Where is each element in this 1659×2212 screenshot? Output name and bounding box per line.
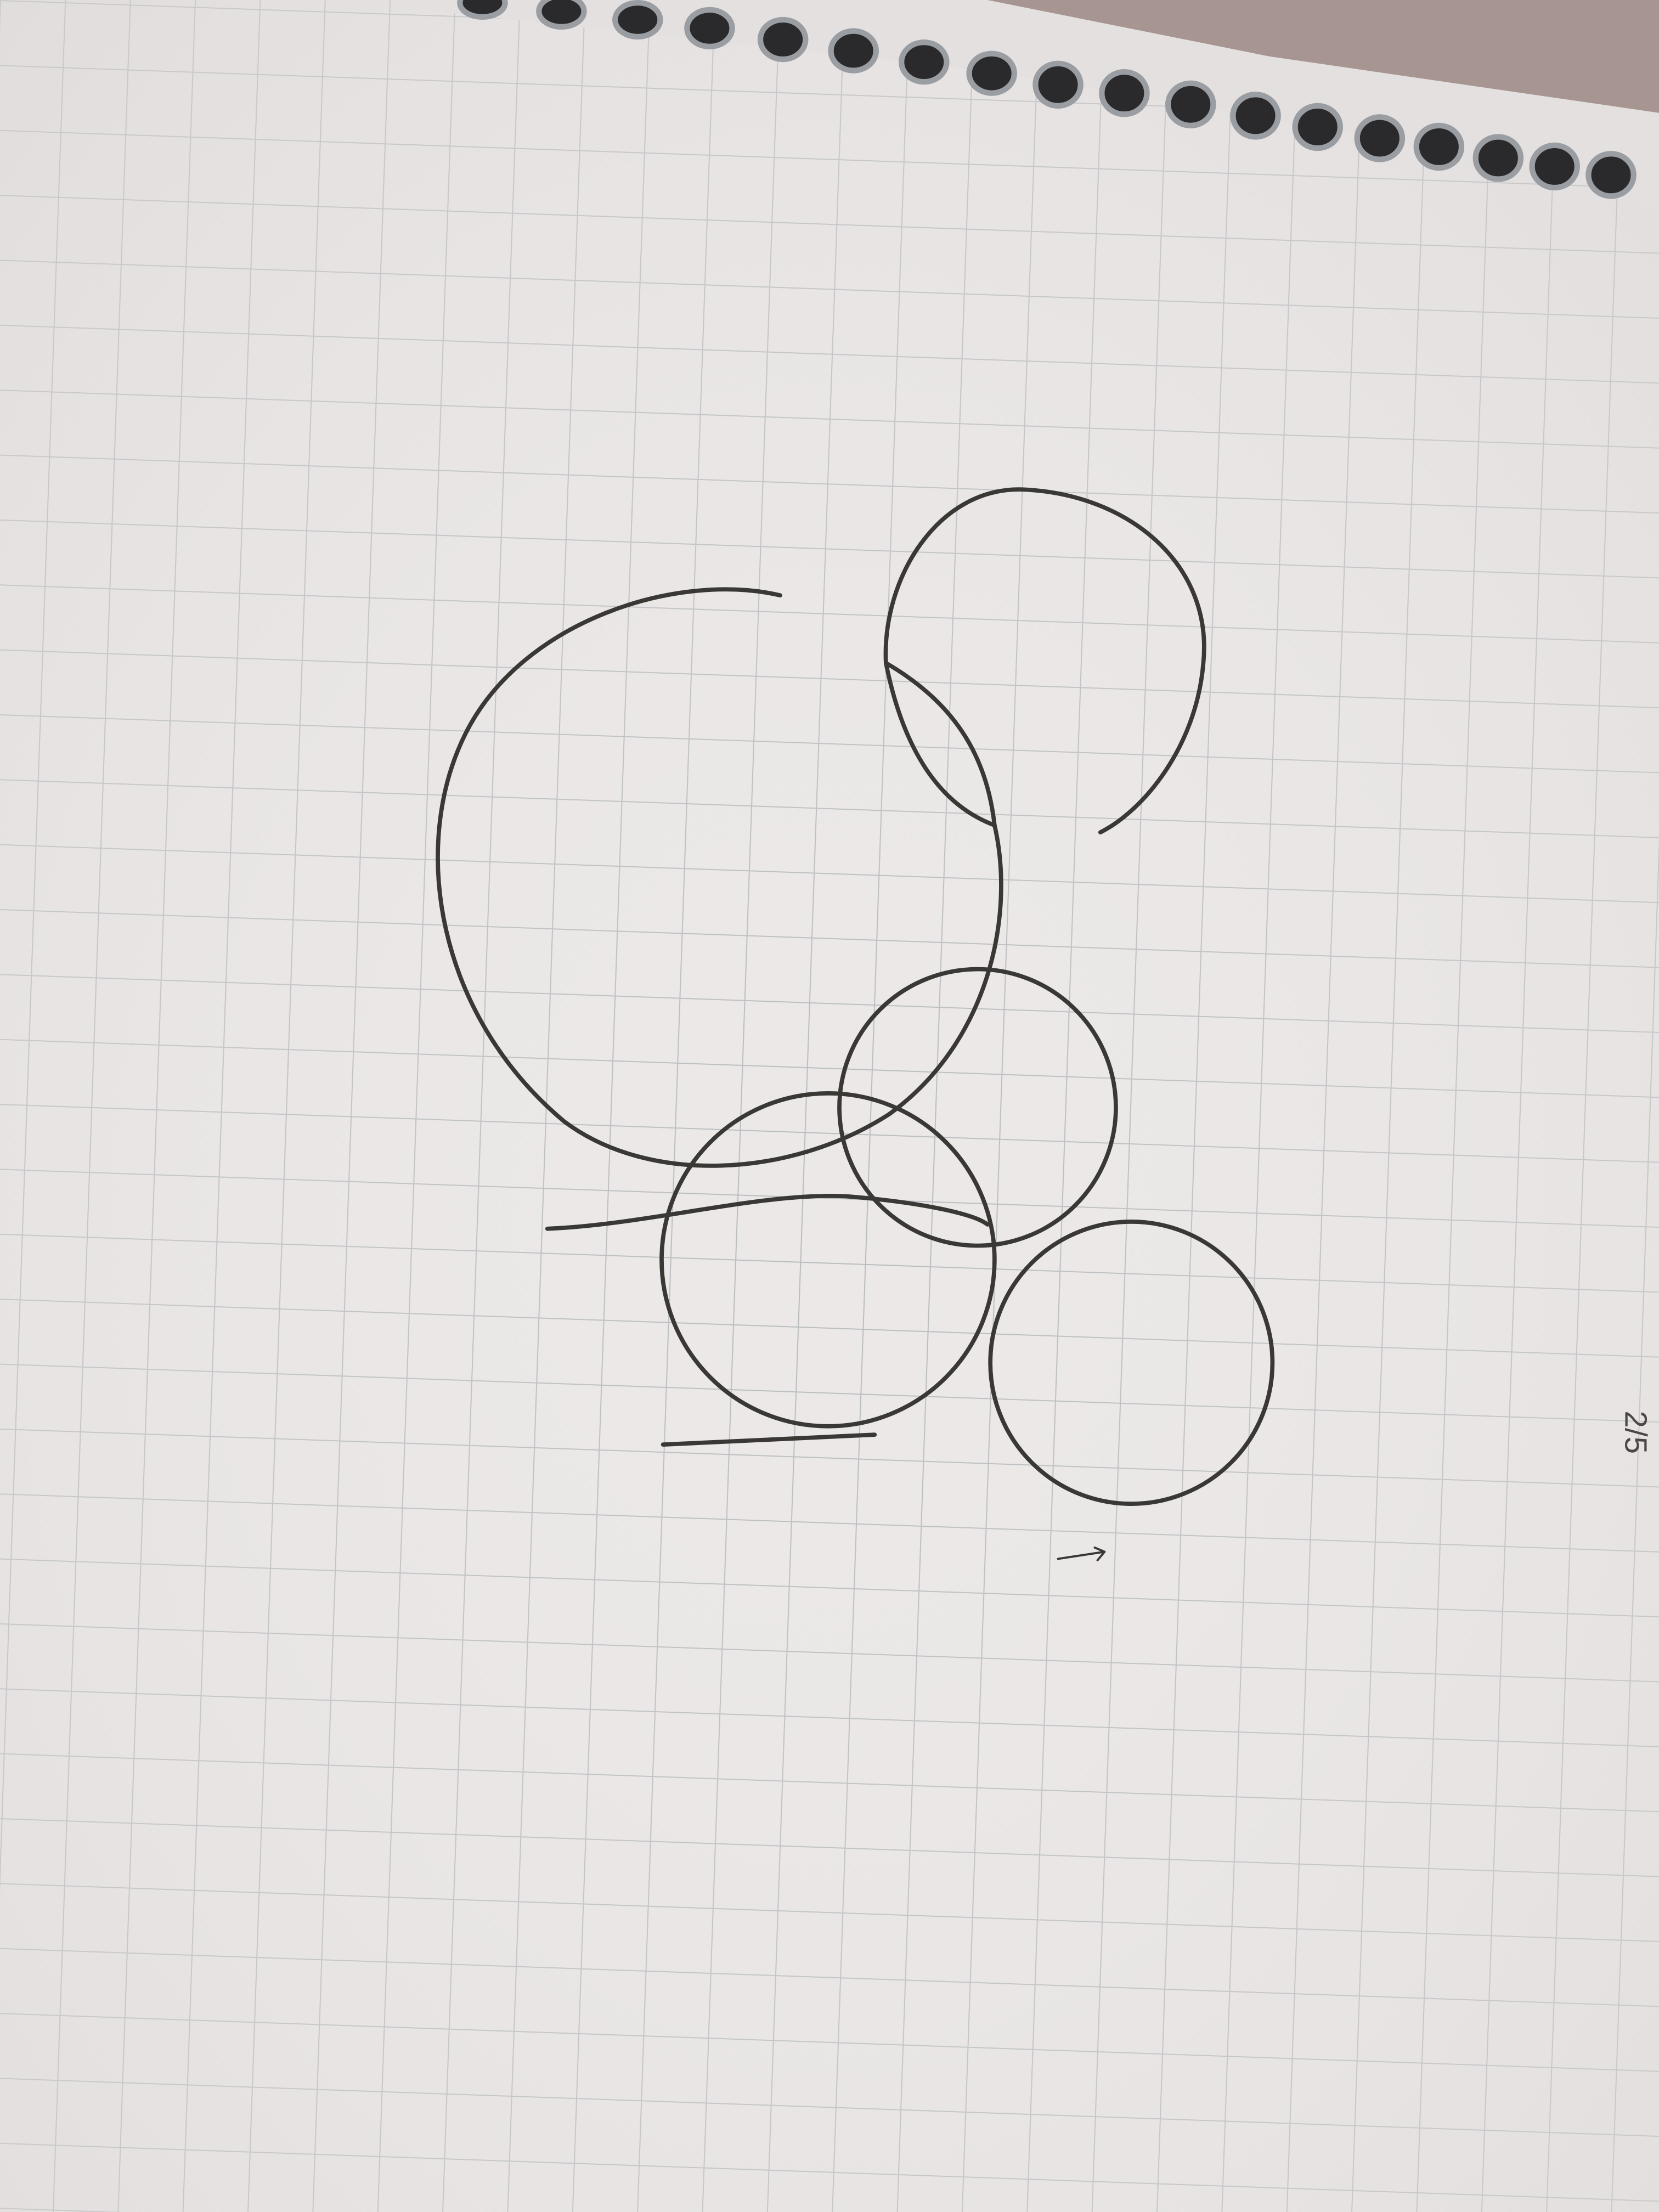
drawing [436, 487, 1275, 1561]
circle [659, 1091, 997, 1429]
page-note: 2/5 [1618, 1410, 1653, 1454]
circle [837, 967, 1118, 1248]
arrow [1057, 1546, 1106, 1561]
spiral-binding [395, 0, 1659, 212]
circle [988, 1220, 1275, 1506]
lens-arc [884, 661, 997, 828]
line [545, 1194, 990, 1231]
line [661, 1432, 877, 1447]
upper-arc [883, 487, 1206, 835]
